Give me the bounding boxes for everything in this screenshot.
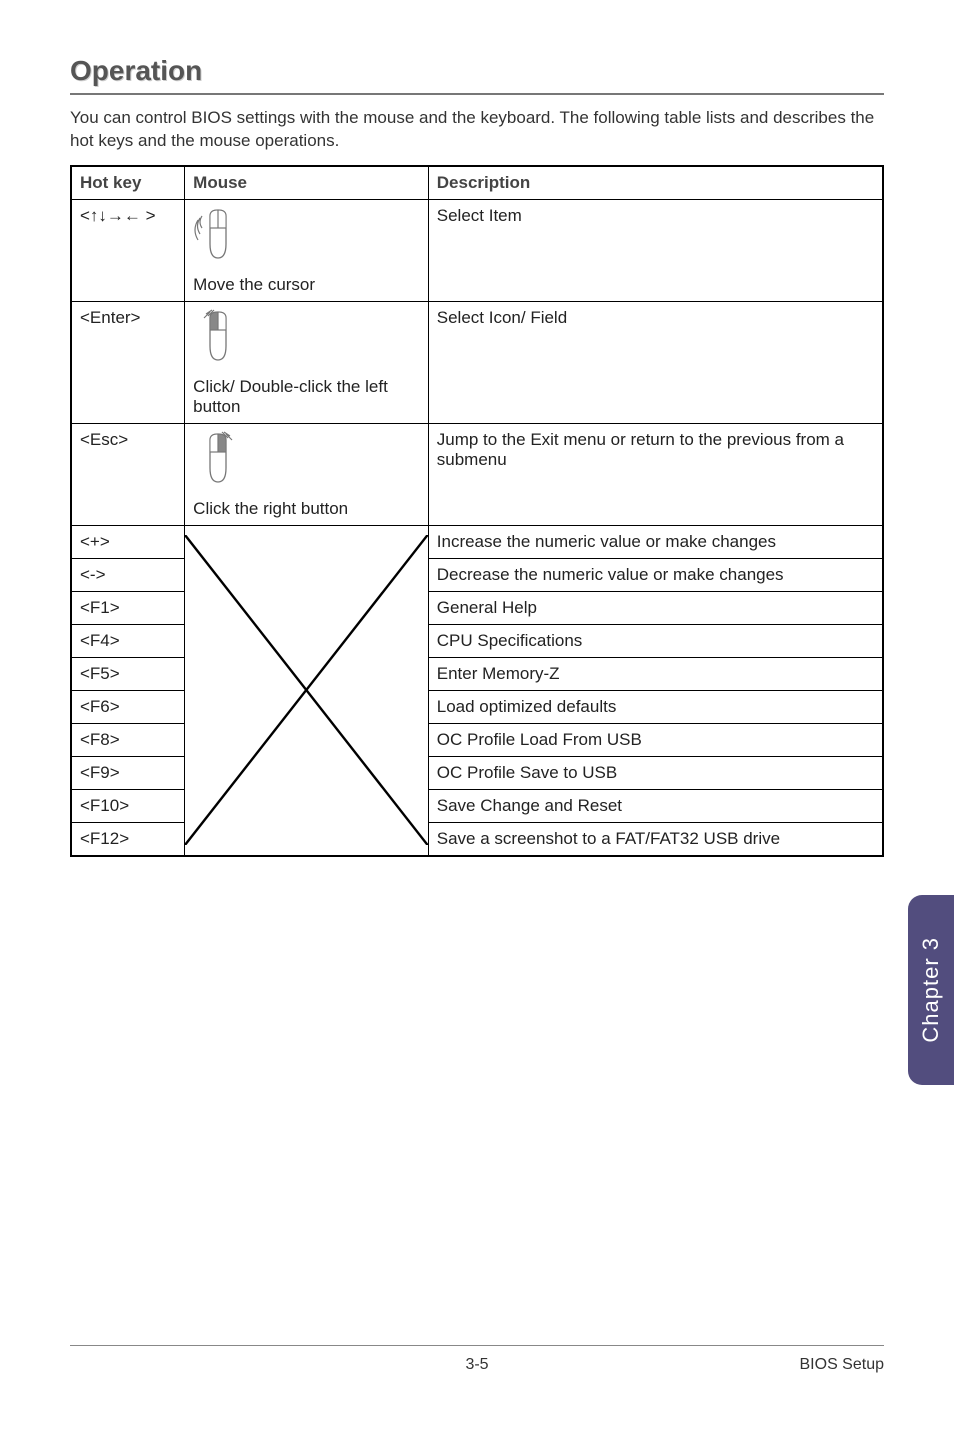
cell-description: Decrease the numeric value or make chang… <box>428 558 883 591</box>
cell-hotkey: <F5> <box>71 657 185 690</box>
cell-hotkey: <F1> <box>71 591 185 624</box>
mouse-left-icon <box>193 308 420 371</box>
th-description: Description <box>428 166 883 200</box>
cell-mouse: Click/ Double-click the left button <box>185 301 429 423</box>
chapter-tab-label: Chapter 3 <box>918 937 944 1043</box>
table-row: <+> Increase the numeric value or make c… <box>71 525 883 558</box>
cell-description: Enter Memory-Z <box>428 657 883 690</box>
cell-hotkey: <F8> <box>71 723 185 756</box>
cell-hotkey: <F4> <box>71 624 185 657</box>
cell-hotkey: <F9> <box>71 756 185 789</box>
cell-description: Select Icon/ Field <box>428 301 883 423</box>
table-row: <Esc> Click the right button Jump to the … <box>71 423 883 525</box>
page-footer: 3-5 BIOS Setup <box>70 1345 884 1374</box>
footer-section: BIOS Setup <box>800 1356 885 1374</box>
cell-description: CPU Specifications <box>428 624 883 657</box>
footer-page-number: 3-5 <box>465 1356 488 1374</box>
cell-description: OC Profile Load From USB <box>428 723 883 756</box>
cell-hotkey: <Enter> <box>71 301 185 423</box>
cell-hotkey: <+> <box>71 525 185 558</box>
mouse-label: Click/ Double-click the left button <box>193 377 388 416</box>
cell-hotkey: <↑↓→← > <box>71 199 185 301</box>
not-applicable-x-icon <box>185 535 428 845</box>
th-hotkey: Hot key <box>71 166 185 200</box>
cell-description: Select Item <box>428 199 883 301</box>
chapter-tab: Chapter 3 <box>908 895 954 1085</box>
intro-text: You can control BIOS settings with the m… <box>70 107 884 153</box>
cell-description: Save Change and Reset <box>428 789 883 822</box>
cell-description: General Help <box>428 591 883 624</box>
cell-mouse-na <box>185 525 429 856</box>
mouse-label: Click the right button <box>193 499 348 518</box>
mouse-move-icon <box>193 206 420 269</box>
cell-description: Jump to the Exit menu or return to the p… <box>428 423 883 525</box>
hotkey-table: Hot key Mouse Description <↑↓→← > Move t… <box>70 165 884 857</box>
cell-mouse: Move the cursor <box>185 199 429 301</box>
mouse-right-icon <box>193 430 420 493</box>
cell-hotkey: <F6> <box>71 690 185 723</box>
table-row: <↑↓→← > Move the cursor Select Item <box>71 199 883 301</box>
page-heading: Operation <box>70 55 884 95</box>
cell-description: Save a screenshot to a FAT/FAT32 USB dri… <box>428 822 883 856</box>
cell-hotkey: <F10> <box>71 789 185 822</box>
cell-description: Load optimized defaults <box>428 690 883 723</box>
cell-hotkey: <F12> <box>71 822 185 856</box>
table-row: <Enter> Click/ Double-click the left but… <box>71 301 883 423</box>
mouse-label: Move the cursor <box>193 275 315 294</box>
th-mouse: Mouse <box>185 166 429 200</box>
cell-hotkey: <-> <box>71 558 185 591</box>
cell-mouse: Click the right button <box>185 423 429 525</box>
cell-description: OC Profile Save to USB <box>428 756 883 789</box>
cell-hotkey: <Esc> <box>71 423 185 525</box>
cell-description: Increase the numeric value or make chang… <box>428 525 883 558</box>
